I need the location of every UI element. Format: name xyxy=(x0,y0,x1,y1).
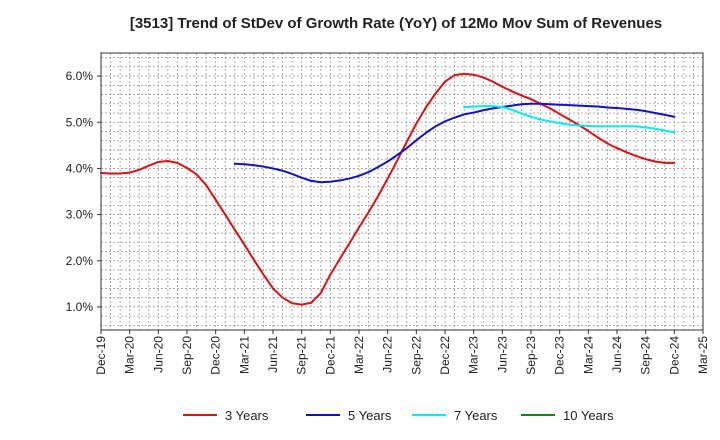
x-tick-label: Dec-24 xyxy=(667,336,681,375)
x-tick-label: Mar-24 xyxy=(581,336,595,374)
x-tick-label: Sep-22 xyxy=(409,336,423,375)
x-tick-label: Jun-20 xyxy=(151,336,165,373)
x-tick-label: Mar-21 xyxy=(237,336,251,374)
grid xyxy=(101,53,703,330)
y-tick-label: 4.0% xyxy=(66,161,94,175)
series-line-7-years xyxy=(463,105,676,134)
x-axis: Dec-19 Mar-20 Jun-20 Sep-20 Dec-20 Mar-21 Jun-… xyxy=(94,330,710,375)
x-tick-label: Sep-21 xyxy=(295,336,309,375)
x-tick-label: Mar-22 xyxy=(352,336,366,374)
x-tick-label: Jun-21 xyxy=(266,336,280,373)
x-tick-label: Jun-23 xyxy=(495,336,509,373)
x-tick-label: Mar-23 xyxy=(467,336,481,374)
x-tick-label: Dec-21 xyxy=(323,336,337,375)
legend-label-3-years: 3 Years xyxy=(225,408,269,423)
legend-label-7-years: 7 Years xyxy=(454,408,498,423)
x-tick-label: Mar-25 xyxy=(696,336,710,374)
y-tick-label: 2.0% xyxy=(66,254,94,268)
x-tick-label: Jun-24 xyxy=(610,336,624,373)
y-tick-label: 6.0% xyxy=(66,69,94,83)
legend: 3 Years 5 Years 7 Years 10 Years xyxy=(183,408,614,423)
y-tick-label: 1.0% xyxy=(66,300,94,314)
x-tick-label: Jun-22 xyxy=(381,336,395,373)
x-tick-label: Dec-23 xyxy=(553,336,567,375)
x-tick-label: Dec-20 xyxy=(209,336,223,375)
legend-label-10-years: 10 Years xyxy=(563,408,614,423)
chart-title: [3513] Trend of StDev of Growth Rate (Yo… xyxy=(130,15,662,32)
x-tick-label: Sep-20 xyxy=(180,336,194,375)
y-tick-label: 5.0% xyxy=(66,115,94,129)
series-line-5-years xyxy=(233,102,676,184)
x-tick-label: Sep-23 xyxy=(524,336,538,375)
y-axis: 1.0% 2.0% 3.0% 4.0% 5.0% 6.0% xyxy=(66,69,101,314)
x-tick-label: Mar-20 xyxy=(123,336,137,374)
x-tick-label: Dec-22 xyxy=(438,336,452,375)
series-group xyxy=(100,72,676,306)
y-tick-label: 3.0% xyxy=(66,208,94,222)
x-tick-label: Dec-19 xyxy=(94,336,108,375)
legend-label-5-years: 5 Years xyxy=(348,408,392,423)
plot-frame xyxy=(100,52,704,331)
x-tick-label: Sep-24 xyxy=(639,336,653,375)
